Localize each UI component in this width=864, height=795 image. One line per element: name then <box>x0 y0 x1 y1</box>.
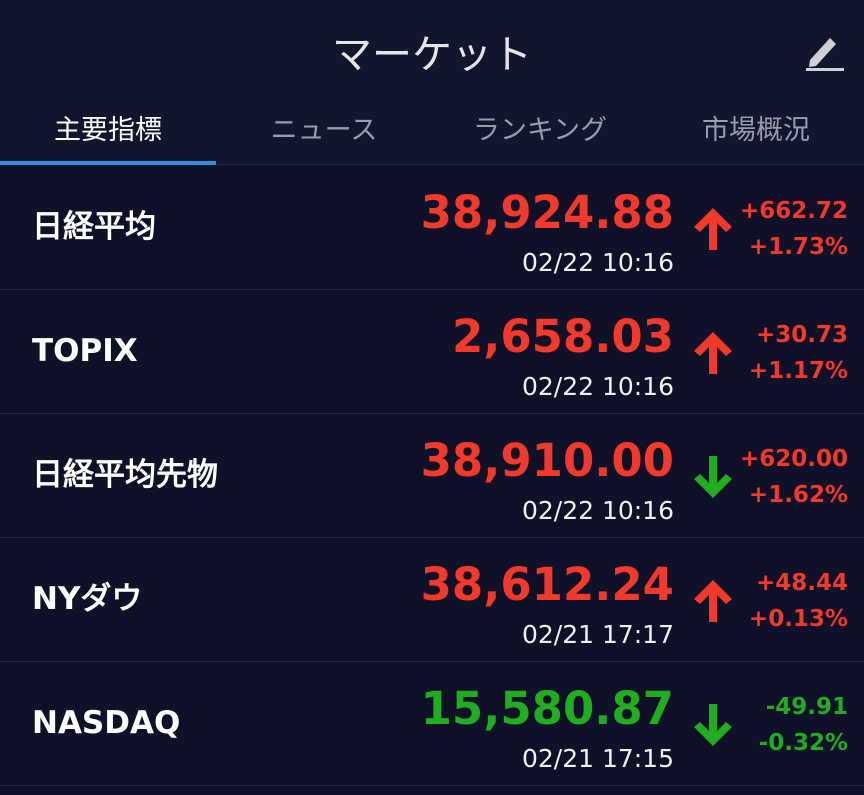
timestamp: 02/22 10:16 <box>521 496 674 525</box>
market-row[interactable]: 日経平均先物 38,910.00 02/22 10:16 +620.00 +1.62% <box>0 414 864 538</box>
index-name: NASDAQ <box>32 705 181 741</box>
market-row[interactable]: 日経平均 38,924.88 02/22 10:16 +662.72 +1.73% <box>0 166 864 290</box>
arrow-shape <box>694 208 732 250</box>
trend-arrow <box>694 456 732 498</box>
timestamp: 02/21 17:17 <box>521 620 674 649</box>
index-name: 日経平均 <box>32 209 156 245</box>
title: マーケット <box>332 32 532 78</box>
change: +30.73 <box>755 322 848 348</box>
market-row[interactable]: NASDAQ 15,580.87 02/21 17:15 -49.91 -0.32% <box>0 662 864 786</box>
tab[interactable]: 主要指標 <box>0 100 216 165</box>
arrow-shape <box>694 456 732 498</box>
price: 38,910.00 <box>420 434 674 487</box>
price: 38,612.24 <box>420 558 674 611</box>
change-percent: +1.73% <box>748 234 848 260</box>
timestamp: 02/21 17:15 <box>521 744 674 773</box>
change: +620.00 <box>739 446 848 472</box>
index-name: NYダウ <box>32 581 143 617</box>
change-percent: +1.17% <box>748 358 848 384</box>
timestamp: 02/22 10:16 <box>521 372 674 401</box>
index-name: 日経平均先物 <box>32 457 218 493</box>
trend-arrow <box>694 332 732 374</box>
arrow-shape <box>694 704 732 746</box>
trend-arrow <box>694 704 732 746</box>
tab[interactable]: ニュース <box>270 115 378 146</box>
market-row[interactable]: NYダウ 38,612.24 02/21 17:17 +48.44 +0.13% <box>0 538 864 662</box>
timestamp: 02/22 10:16 <box>521 248 674 277</box>
tab-bar: 主要指標 ニュース ランキング 市場概況 <box>0 100 864 165</box>
index-name: TOPIX <box>32 333 138 369</box>
market-row[interactable]: TOPIX 2,658.03 02/22 10:16 +30.73 +1.17% <box>0 290 864 414</box>
arrow-shape <box>694 580 732 622</box>
header: マーケット <box>0 0 864 100</box>
change: -49.91 <box>765 694 848 720</box>
price: 15,580.87 <box>420 682 674 735</box>
trend-arrow <box>694 208 732 250</box>
arrow-shape <box>694 332 732 374</box>
tab[interactable]: ランキング <box>472 115 608 146</box>
change: +662.72 <box>739 198 848 224</box>
edit-button[interactable] <box>804 30 844 72</box>
change-percent: +0.13% <box>748 606 848 632</box>
change-percent: -0.32% <box>758 730 848 756</box>
tab[interactable]: 市場概況 <box>702 115 810 146</box>
price: 2,658.03 <box>451 310 674 363</box>
change-percent: +1.62% <box>748 482 848 508</box>
price: 38,924.88 <box>420 186 674 239</box>
change: +48.44 <box>755 570 848 596</box>
trend-arrow <box>694 580 732 622</box>
